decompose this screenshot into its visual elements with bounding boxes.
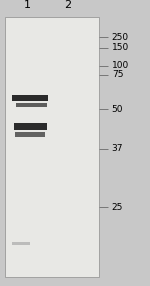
FancyBboxPatch shape: [15, 132, 45, 137]
Text: 250: 250: [112, 33, 129, 42]
Text: 150: 150: [112, 43, 129, 52]
FancyBboxPatch shape: [12, 95, 48, 101]
FancyBboxPatch shape: [16, 103, 46, 107]
FancyBboxPatch shape: [14, 123, 46, 130]
Text: 75: 75: [112, 70, 123, 80]
FancyBboxPatch shape: [12, 242, 30, 245]
Text: 2: 2: [64, 0, 71, 10]
Text: 1: 1: [24, 0, 30, 10]
Text: 50: 50: [112, 105, 123, 114]
Text: 37: 37: [112, 144, 123, 153]
Text: 25: 25: [112, 203, 123, 212]
FancyBboxPatch shape: [4, 17, 99, 277]
Text: 100: 100: [112, 61, 129, 70]
